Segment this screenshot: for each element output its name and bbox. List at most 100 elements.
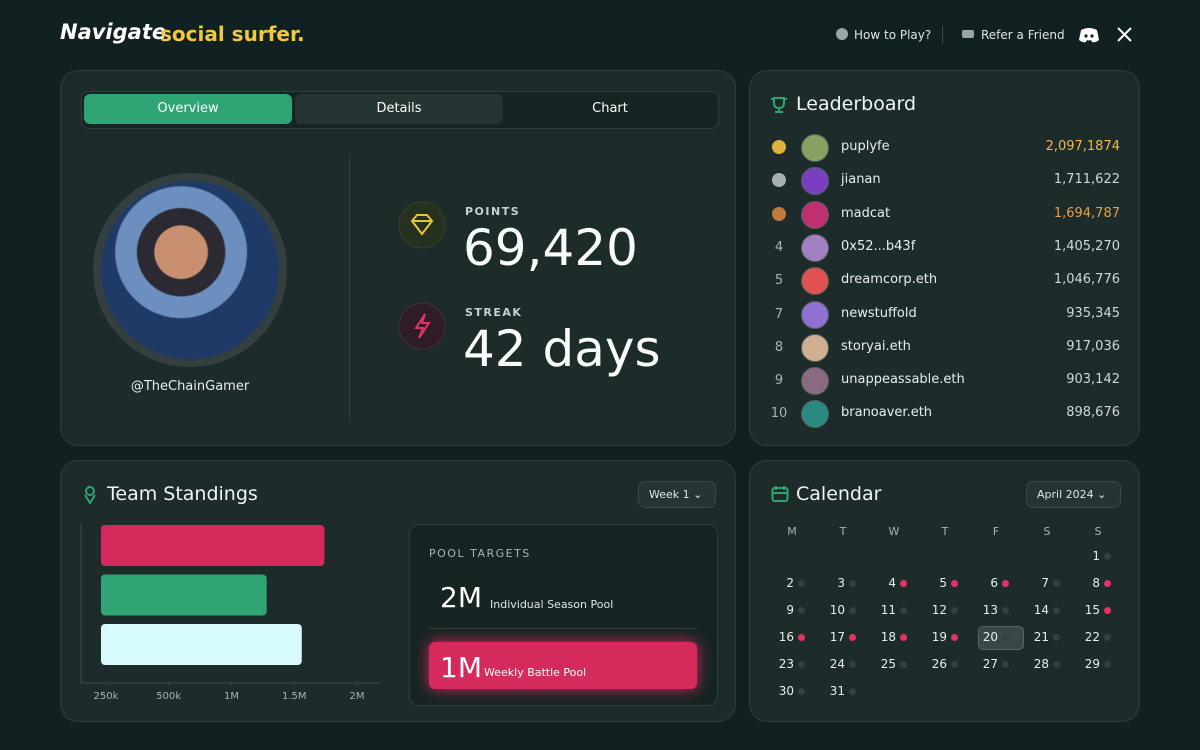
day[interactable]: 11	[880, 603, 896, 617]
tab[interactable]: Overview	[84, 94, 292, 124]
nav-link[interactable]: Refer a Friend	[981, 28, 1065, 42]
tagline: social surfer.	[160, 22, 305, 46]
event-dot	[900, 634, 907, 641]
event-dot	[951, 634, 958, 641]
weekday: T	[941, 525, 949, 538]
day[interactable]: 15	[1084, 603, 1100, 617]
x-icon[interactable]	[1117, 27, 1132, 42]
day[interactable]: 23	[778, 657, 794, 671]
medal	[772, 206, 786, 221]
rank: 7	[774, 306, 784, 322]
day[interactable]: 20	[982, 630, 998, 644]
logo[interactable]: Navigate	[60, 20, 167, 44]
day[interactable]: 9	[786, 603, 794, 617]
day[interactable]: 8	[1092, 576, 1100, 590]
user-score: 2,097,1874	[1045, 139, 1120, 154]
day-dot	[1053, 634, 1060, 641]
pool-amount: 1M	[440, 651, 482, 684]
day[interactable]: 24	[829, 657, 845, 671]
day[interactable]: 1	[1092, 549, 1100, 563]
bar	[101, 624, 302, 665]
user-avatar	[801, 333, 829, 362]
day[interactable]: 30	[778, 684, 794, 698]
team-standings-panel: Team Standings Week 1 ⌄ 250k 500k 1M 1.5M 2M…	[60, 460, 736, 722]
user-name: dreamcorp.eth	[841, 272, 938, 288]
tab[interactable]: Chart	[592, 101, 628, 116]
weekday: F	[992, 525, 1000, 538]
user-score: 1,046,776	[1053, 272, 1120, 288]
day-dot	[849, 661, 856, 668]
weekday: S	[1094, 525, 1102, 538]
day[interactable]: 22	[1084, 630, 1100, 644]
day-dot	[900, 661, 907, 668]
day[interactable]: 5	[939, 576, 947, 590]
weekday: T	[839, 525, 847, 538]
user-avatar	[801, 400, 829, 429]
divider	[349, 155, 350, 421]
handle: @TheChainGamer	[130, 379, 250, 394]
day[interactable]: 12	[931, 603, 947, 617]
pool-amount: 2M	[440, 581, 482, 614]
selected-day	[978, 626, 1024, 650]
day[interactable]: 29	[1084, 657, 1100, 671]
dropdown-value: April 2024	[1037, 488, 1094, 501]
medal	[772, 173, 786, 188]
day-dot	[798, 688, 805, 695]
tab[interactable]: Details	[295, 94, 503, 124]
weekday: W	[888, 525, 900, 538]
pool-featured: 1M Weekly Battle Pool	[429, 642, 697, 689]
stat-value: 69,420	[463, 219, 638, 277]
day[interactable]: 27	[982, 657, 998, 671]
day[interactable]: 31	[829, 684, 845, 698]
gift-icon	[962, 30, 974, 38]
day-dot	[798, 661, 805, 668]
stat-label: STREAK	[465, 306, 523, 319]
day[interactable]: 3	[837, 576, 845, 590]
trophy-icon	[771, 97, 787, 113]
day-dot	[1002, 607, 1009, 614]
divider	[429, 628, 697, 629]
rank: 9	[774, 373, 784, 389]
user-avatar	[801, 134, 829, 162]
day[interactable]: 17	[829, 630, 845, 644]
day[interactable]: 14	[1033, 603, 1049, 617]
discord-icon[interactable]	[1078, 26, 1100, 44]
day[interactable]: 4	[888, 576, 896, 590]
day[interactable]: 16	[778, 630, 794, 644]
event-dot	[849, 634, 856, 641]
x-tick-label: 500k	[156, 691, 181, 702]
day[interactable]: 13	[982, 603, 998, 617]
day[interactable]: 26	[931, 657, 947, 671]
month-dropdown[interactable]: April 2024 ⌄	[1026, 481, 1121, 508]
divider	[942, 26, 943, 44]
avatar	[101, 181, 279, 359]
event-dot	[1104, 580, 1111, 587]
day-dot	[849, 688, 856, 695]
points-icon	[398, 201, 446, 249]
day[interactable]: 25	[880, 657, 896, 671]
user-avatar	[801, 367, 829, 396]
day[interactable]: 6	[990, 576, 998, 590]
event-dot	[900, 580, 907, 587]
day[interactable]: 19	[931, 630, 947, 644]
user-avatar	[801, 167, 829, 196]
event-dot	[1002, 580, 1009, 587]
day[interactable]: 18	[880, 630, 896, 644]
panel-title: Leaderboard	[796, 93, 917, 115]
week-dropdown[interactable]: Week 1 ⌄	[638, 481, 716, 508]
nav-link[interactable]: How to Play?	[854, 28, 932, 42]
day[interactable]: 10	[829, 603, 845, 617]
day[interactable]: 2	[786, 576, 794, 590]
day[interactable]: 7	[1041, 576, 1049, 590]
event-dot	[798, 634, 805, 641]
day-dot	[900, 607, 907, 614]
day-dot	[1104, 661, 1111, 668]
bar	[101, 574, 267, 616]
day-dot	[951, 661, 958, 668]
weekday: M	[787, 525, 797, 538]
day[interactable]: 21	[1033, 630, 1049, 644]
day[interactable]: 28	[1033, 657, 1049, 671]
leaderboard-panel: Leaderboard puplyfe 2,097,1874 jianan 1,711…	[749, 70, 1140, 446]
